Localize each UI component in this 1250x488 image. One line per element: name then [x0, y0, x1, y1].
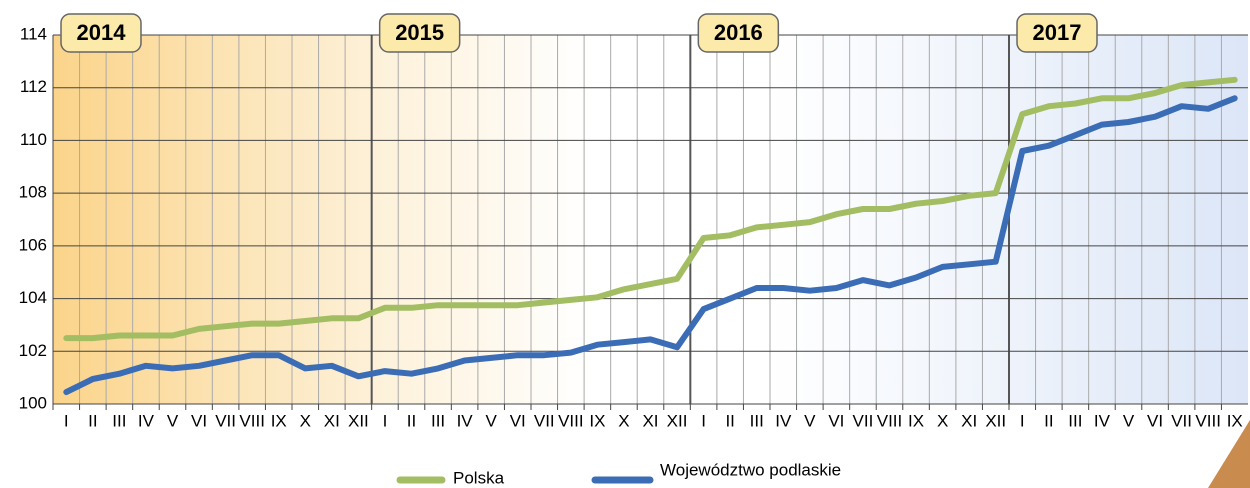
x-tick-label: II [88, 411, 97, 430]
x-tick-label: IV [457, 411, 474, 430]
x-tick-label: VIII [558, 411, 584, 430]
x-tick-label: IV [1094, 411, 1111, 430]
legend-label: Polska [453, 468, 505, 487]
x-tick-label: XI [324, 411, 340, 430]
legend-label: Województwo podlaskie [660, 460, 841, 479]
x-tick-label: V [167, 411, 179, 430]
y-tick-label: 100 [19, 393, 47, 412]
series-line [63, 95, 1238, 396]
year-label-box [1016, 13, 1098, 53]
year-label: 2016 [714, 20, 763, 45]
x-tick-label: XI [961, 411, 977, 430]
x-tick-label: VII [215, 411, 236, 430]
x-tick-label: XII [985, 411, 1006, 430]
x-tick-label: IV [138, 411, 155, 430]
year-label: 2017 [1033, 20, 1082, 45]
x-tick-label: VI [1147, 411, 1163, 430]
x-tick-label: IX [908, 411, 924, 430]
y-tick-label: 108 [19, 183, 47, 202]
x-tick-label: V [1123, 411, 1135, 430]
x-tick-label: III [750, 411, 764, 430]
year-label: 2014 [77, 20, 127, 45]
x-tick-label: II [725, 411, 734, 430]
x-tick-label: III [1068, 411, 1082, 430]
x-tick-label: II [407, 411, 416, 430]
x-tick-label: IX [271, 411, 287, 430]
x-tick-label: VIII [239, 411, 265, 430]
x-tick-label: XI [642, 411, 658, 430]
x-tick-label: X [937, 411, 948, 430]
x-tick-label: VI [191, 411, 207, 430]
x-tick-label: I [1020, 411, 1025, 430]
x-tick-label: VII [1171, 411, 1192, 430]
x-tick-label: VI [510, 411, 526, 430]
x-tick-label: VII [534, 411, 555, 430]
y-tick-label: 102 [19, 341, 47, 360]
plot-background [53, 35, 1248, 404]
series-line [63, 76, 1238, 342]
x-tick-label: VII [853, 411, 874, 430]
y-tick-label: 112 [20, 77, 47, 96]
corner-decoration [1208, 420, 1250, 488]
x-tick-label: VI [828, 411, 844, 430]
year-label: 2015 [395, 20, 444, 45]
year-label-box [378, 13, 461, 53]
x-tick-label: III [431, 411, 445, 430]
x-tick-label: II [1044, 411, 1053, 430]
x-tick-label: I [64, 411, 69, 430]
year-label-box [60, 13, 142, 53]
x-tick-label: V [485, 411, 497, 430]
x-tick-label: IV [775, 411, 792, 430]
x-tick-label: VIII [877, 411, 903, 430]
x-tick-label: VIII [1195, 411, 1221, 430]
x-tick-label: IX [589, 411, 605, 430]
x-tick-label: X [300, 411, 311, 430]
x-tick-label: XII [348, 411, 369, 430]
x-tick-label: I [383, 411, 388, 430]
x-tick-label: I [701, 411, 706, 430]
y-tick-label: 106 [19, 235, 47, 254]
x-tick-label: X [618, 411, 629, 430]
x-tick-label: III [112, 411, 126, 430]
y-tick-label: 110 [20, 130, 47, 149]
x-tick-label: V [804, 411, 816, 430]
y-tick-label: 104 [19, 288, 47, 307]
year-label-box [697, 13, 780, 53]
x-tick-label: IX [1227, 411, 1243, 430]
x-tick-label: XII [667, 411, 688, 430]
y-tick-label: 114 [20, 24, 47, 43]
